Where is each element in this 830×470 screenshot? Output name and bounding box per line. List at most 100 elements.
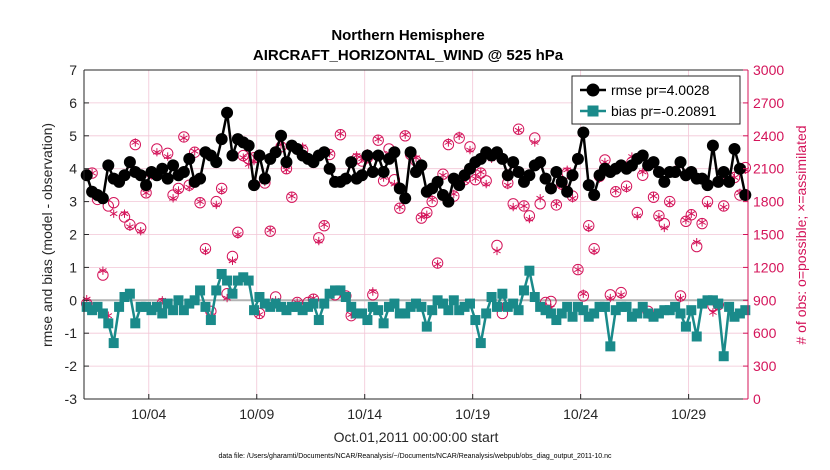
rmse-series xyxy=(80,106,752,208)
rmse-point xyxy=(399,192,412,205)
bias-point xyxy=(389,298,400,309)
rmse-point xyxy=(712,175,725,188)
bias-point xyxy=(103,318,114,329)
obs-assimilated-point xyxy=(665,198,674,207)
obs-assimilated-point xyxy=(174,186,183,195)
bias-point xyxy=(427,305,438,316)
rmse-point xyxy=(728,142,741,155)
rmse-point xyxy=(577,126,590,139)
bias-point xyxy=(643,308,654,319)
obs-assimilated-point xyxy=(131,138,140,147)
rmse-point xyxy=(242,139,255,152)
bias-point xyxy=(281,305,292,316)
bias-point xyxy=(330,285,341,296)
tick-labels: 10/04 10/09 10/14 10/19 10/24 10/29 -3 -2 -1 0 1 2 3… xyxy=(65,62,785,422)
bias-point xyxy=(222,275,233,286)
bias-point xyxy=(556,308,567,319)
y-tick-label: 2 xyxy=(69,227,77,243)
rmse-point xyxy=(723,175,736,188)
obs-assimilated-point xyxy=(217,186,226,195)
bias-point xyxy=(178,305,189,316)
obs-assimilated-point xyxy=(98,266,107,275)
rmse-point xyxy=(248,179,261,192)
bias-point xyxy=(243,275,254,286)
bias-point xyxy=(189,295,200,306)
bias-point xyxy=(616,301,627,312)
y-tick-label: -1 xyxy=(65,325,78,341)
bias-point xyxy=(724,301,735,312)
obs-assimilated-point xyxy=(584,223,593,233)
obs-assimilated-point xyxy=(719,202,728,212)
rmse-point xyxy=(588,189,601,202)
rmse-point xyxy=(345,156,358,169)
obs-assimilated-point xyxy=(287,191,296,201)
obs-assimilated-point xyxy=(476,167,485,177)
bias-point xyxy=(141,301,152,312)
y-tick-label: -3 xyxy=(65,391,78,407)
bias-point xyxy=(578,305,589,316)
rmse-point xyxy=(102,159,115,172)
y-right-tick-label: 2100 xyxy=(753,161,784,177)
bias-point xyxy=(518,285,529,296)
obs-assimilated-point xyxy=(622,184,631,193)
bias-point xyxy=(540,305,551,316)
bias-point xyxy=(680,321,691,332)
bias-point xyxy=(135,301,146,312)
rmse-point xyxy=(523,169,536,182)
rmse-point xyxy=(80,169,93,182)
rmse-point xyxy=(226,149,239,162)
bias-point xyxy=(486,292,497,303)
rmse-point xyxy=(555,175,568,188)
rmse-point xyxy=(636,149,649,162)
legend-bias-marker xyxy=(587,105,599,117)
rmse-point xyxy=(544,182,557,195)
y-tick-label: 3 xyxy=(69,194,77,210)
bias-point xyxy=(686,305,697,316)
bias-point xyxy=(173,295,184,306)
rmse-point xyxy=(96,192,109,205)
bias-point xyxy=(443,305,454,316)
rmse-point xyxy=(512,165,525,178)
obs-assimilated-point xyxy=(503,181,512,190)
bias-point xyxy=(303,301,314,312)
bias-point xyxy=(254,292,265,303)
y-tick-label: 5 xyxy=(69,128,77,144)
y-right-tick-label: 900 xyxy=(753,292,777,308)
bias-point xyxy=(626,311,637,322)
y-right-tick-label: 2400 xyxy=(753,128,784,144)
rmse-point xyxy=(156,162,169,175)
bias-point xyxy=(416,301,427,312)
y-tick-label: 6 xyxy=(69,95,77,111)
bias-point xyxy=(351,308,362,319)
y-right-tick-label: 0 xyxy=(753,391,761,407)
bias-point xyxy=(653,308,664,319)
obs-assimilated-point xyxy=(196,197,204,206)
bias-point xyxy=(232,275,243,286)
rmse-point xyxy=(658,175,671,188)
rmse-point xyxy=(571,152,584,165)
bias-point xyxy=(605,341,616,352)
obs-assimilated-point xyxy=(422,210,431,219)
rmse-point xyxy=(377,165,390,178)
bias-point xyxy=(119,292,130,303)
bias-point xyxy=(259,298,270,309)
obs-assimilated-point xyxy=(125,222,134,231)
rmse-point xyxy=(733,162,746,175)
obs-assimilated-point xyxy=(320,220,329,229)
bias-point xyxy=(292,301,303,312)
y-right-tick-label: 300 xyxy=(753,358,777,374)
bias-point xyxy=(335,285,346,296)
bias-point xyxy=(130,318,141,329)
obs-assimilated-point xyxy=(239,153,248,162)
bias-point xyxy=(297,305,308,316)
legend-box xyxy=(571,75,741,125)
chart-subtitle: AIRCRAFT_HORIZONTAL_WIND @ 525 hPa xyxy=(253,47,564,64)
obs-assimilated-point xyxy=(709,308,717,317)
obs-assimilated-point xyxy=(109,209,118,218)
y-tick-label: 1 xyxy=(69,259,77,275)
obs-assimilated-point xyxy=(374,134,383,144)
y-tick-label: 7 xyxy=(69,62,77,78)
rmse-point xyxy=(177,165,190,178)
bias-point xyxy=(211,285,222,296)
